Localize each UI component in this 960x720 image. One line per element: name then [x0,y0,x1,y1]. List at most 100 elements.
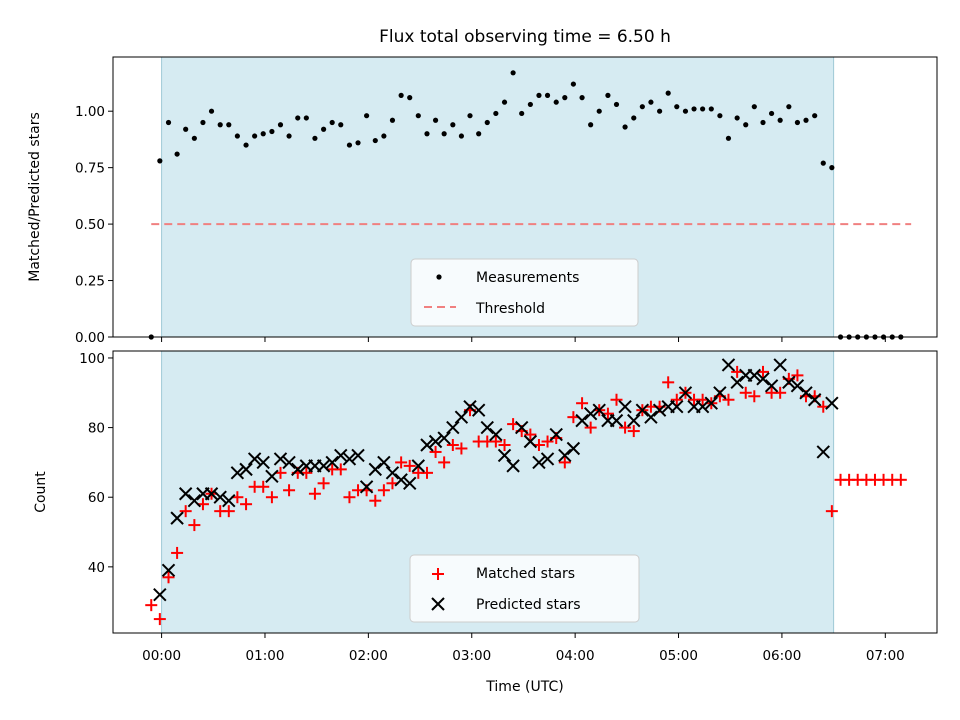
bottom-y-tick-label: 80 [88,421,105,437]
predicted-star-point [721,358,736,372]
predicted-star-point [187,493,202,508]
measurement-point [768,110,775,117]
matched-star-point [825,505,838,518]
measurement-point [355,140,361,146]
predicted-star-point [523,434,538,449]
predicted-star-point [213,490,227,504]
predicted-star-point [359,480,374,494]
matched-star-point [403,459,416,472]
measurement-point [544,92,551,98]
chart-title: Flux total observing time = 6.50 h [379,27,671,47]
matched-star-point [369,494,382,507]
bottom-y-tick-label: 40 [88,560,105,576]
predicted-star-point [799,386,813,400]
measurement-point [631,115,637,121]
legend-measurements-marker [436,274,442,280]
measurement-point [639,104,645,110]
predicted-star-point [670,399,684,414]
measurement-point [700,106,706,112]
measurement-point [510,70,516,76]
predicted-star-point [609,413,624,428]
top-legend: Measurements Threshold [410,258,639,327]
predicted-star-point [282,455,296,470]
predicted-star-point [695,399,710,414]
measurement-point [303,115,309,121]
bottom-y-ticks: 40 60 80 100 [79,351,113,576]
predicted-star-point [678,386,693,400]
measurement-point [243,142,249,148]
predicted-star-point [403,476,417,491]
measurement-point [484,119,490,126]
measurement-point [157,158,163,164]
matched-star-point [438,456,451,469]
measurement-point [441,131,447,137]
predicted-star-point [713,386,727,400]
measurement-point [432,117,439,123]
x-tick-label: 05:00 [659,648,698,664]
predicted-star-point [342,452,357,466]
x-tick-label: 01:00 [246,648,285,664]
measurement-point [346,142,353,148]
measurement-point [165,119,172,126]
measurement-point [329,119,335,126]
predicted-star-point [652,403,667,417]
matched-star-point [317,477,330,490]
predicted-star-point [411,459,426,473]
measurement-point [596,108,602,114]
predicted-star-point [325,455,339,470]
predicted-star-point [540,452,555,466]
measurement-point [286,133,292,139]
measurement-point [321,126,327,132]
top-axes-frame [112,56,938,338]
matched-star-point [498,439,511,451]
bottom-legend-box [409,554,640,623]
predicted-star-point [790,379,805,393]
matched-star-point [791,369,804,382]
x-tick-label: 03:00 [452,648,491,664]
measurement-point [760,119,766,126]
top-legend-box [410,258,639,327]
measurement-point [812,113,818,119]
bottom-legend: Matched stars Predicted stars [409,554,640,623]
predicted-star-point [256,455,270,470]
predicted-star-point [471,403,486,417]
measurement-point [476,131,482,137]
measurement-point [682,108,689,114]
bottom-y-tick-label: 100 [79,351,105,367]
measurement-point [458,133,465,139]
measurement-point [820,160,826,166]
measurement-point [467,113,473,119]
x-tick-label: 06:00 [762,648,801,664]
matched-star-point [222,505,235,518]
measurement-point [725,135,732,141]
measurement-point [407,95,413,101]
matched-star-point [576,397,589,410]
matched-star-point [343,491,356,504]
measurement-point [734,115,740,121]
measurement-point [803,117,809,123]
measurement-point [226,122,232,128]
bottom-y-axis-label: Count [33,471,49,513]
measurement-point [674,104,680,110]
matched-star-point [257,480,270,493]
measurement-point [829,165,835,171]
bottom-panel: 40 60 80 100 00:00 01:00 02:00 03:00 04:00 05:00… [33,350,938,695]
matched-star-point [774,386,787,399]
x-axis-ticks: 00:00 01:00 02:00 03:00 04:00 05:00 06:00 07:00 [142,633,905,664]
matched-star-point [894,473,907,486]
measurement-point [269,128,275,135]
predicted-star-point [394,473,408,487]
matched-star-point [722,393,735,406]
matched-star-point [489,435,502,448]
matched-star-point [610,393,623,406]
predicted-star-point [420,438,434,452]
predicted-star-point [807,393,822,407]
measurement-point [777,117,783,123]
matched-star-point [265,491,278,504]
measurement-point [191,135,197,141]
predicted-star-point [316,459,331,473]
top-y-ticks: 0.00 0.25 0.50 0.75 1.00 [75,104,886,346]
predicted-star-point [489,427,503,442]
measurement-point [398,92,404,98]
measurement-point [493,110,499,117]
